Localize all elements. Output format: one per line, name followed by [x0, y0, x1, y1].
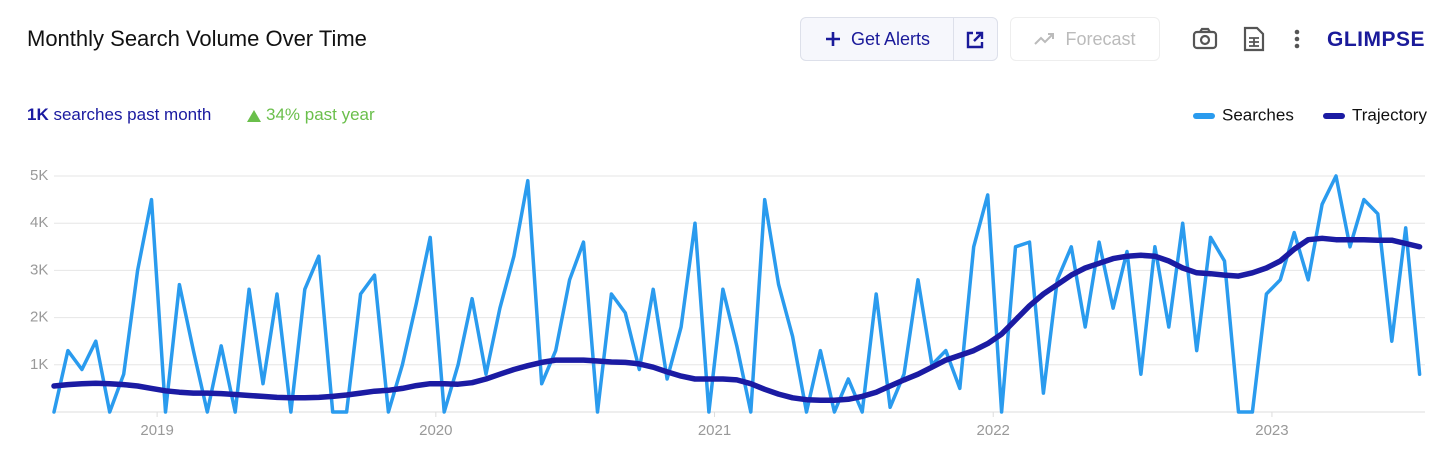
- legend-label: Trajectory: [1352, 105, 1427, 124]
- yearly-stat: 34% past year: [266, 105, 375, 124]
- x-tick-label: 2021: [698, 422, 731, 439]
- y-tick-label: 3K: [30, 261, 48, 278]
- plus-icon: [825, 32, 840, 46]
- series-line: [51, 235, 1423, 403]
- y-tick-label: 5K: [30, 167, 48, 184]
- get-alerts-label: Get Alerts: [850, 28, 931, 49]
- monthly-stat: 1K searches past month: [27, 105, 211, 125]
- up-triangle: [247, 110, 261, 122]
- y-tick-label: 2K: [30, 309, 48, 326]
- legend-label: Searches: [1222, 105, 1294, 124]
- camera-icon[interactable]: [1192, 27, 1220, 51]
- sheet-icon[interactable]: [1243, 26, 1265, 52]
- monthly-value: 1K: [27, 105, 49, 124]
- trend-icon: [1034, 33, 1055, 45]
- y-tick-label: 1K: [30, 356, 48, 373]
- y-tick-label: 4K: [30, 214, 48, 231]
- x-tick-label: 2023: [1255, 422, 1288, 439]
- logo: GLIMPSE: [1327, 28, 1426, 51]
- x-tick-label: 2020: [419, 422, 452, 439]
- forecast-label: Forecast: [1065, 28, 1136, 49]
- x-tick-label: 2019: [140, 422, 173, 439]
- alerts-button-group: Get Alerts: [800, 17, 998, 61]
- more-icon[interactable]: [1290, 28, 1304, 52]
- forecast-button[interactable]: Forecast: [1010, 17, 1160, 61]
- external-link-icon[interactable]: [965, 30, 985, 50]
- chart-title: Monthly Search Volume Over Time: [27, 26, 367, 51]
- x-tick-label: 2022: [977, 422, 1010, 439]
- get-alerts-button[interactable]: Get Alerts: [801, 18, 953, 60]
- series-line: [52, 174, 1422, 414]
- monthly-label: searches past month: [53, 105, 212, 124]
